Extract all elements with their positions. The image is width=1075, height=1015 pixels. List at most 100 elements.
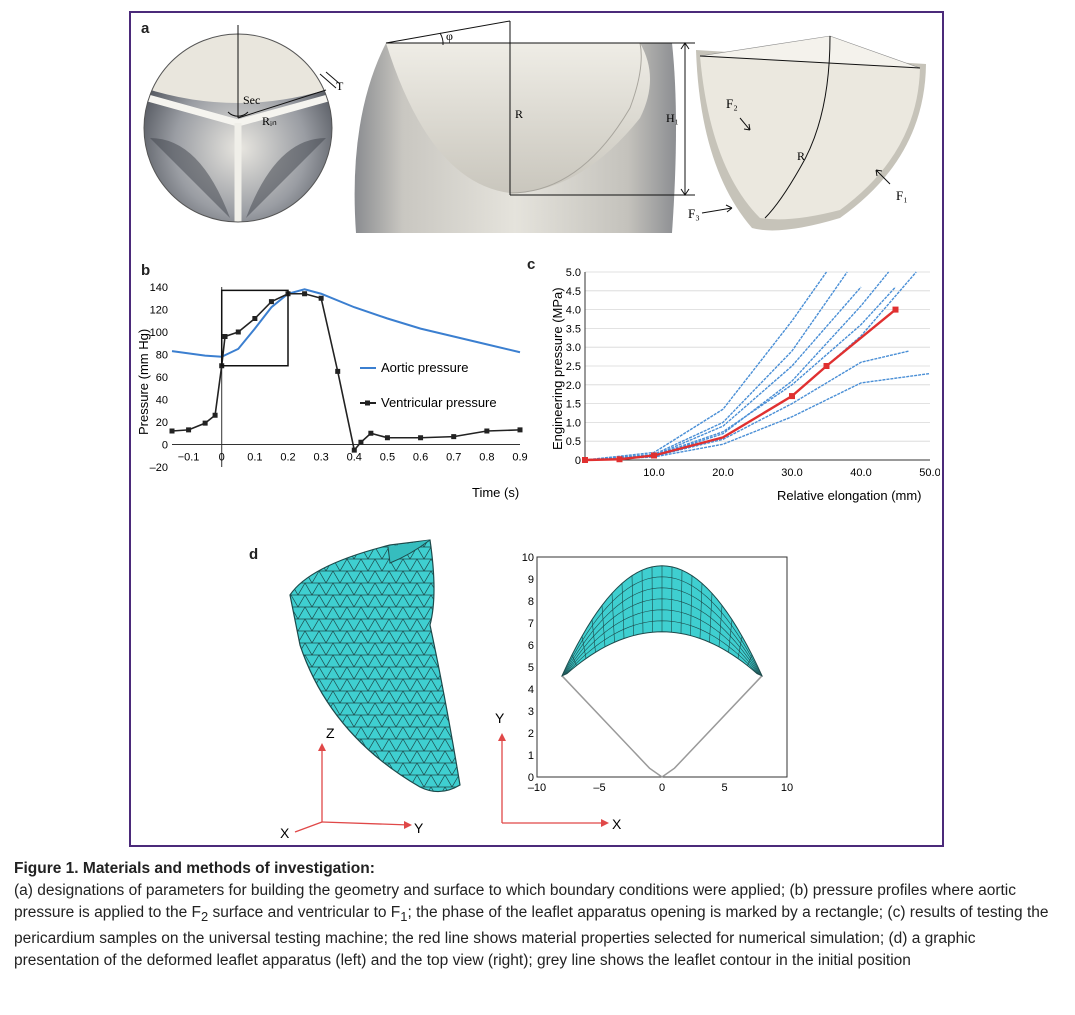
leaflet-top-view-chart: –10 –5 0 5 10 0 1 2 3 4 5 6 7 8 9 10 Y X <box>495 552 793 832</box>
pressure-chart-xtick: 0.4 <box>347 452 362 464</box>
top-view-xtick: 5 <box>721 782 727 794</box>
valve-top-view <box>144 34 332 222</box>
caption-body: (a) designations of parameters for build… <box>14 882 1049 970</box>
mesh-line <box>651 566 653 633</box>
pressure-chart-ytick: 100 <box>150 327 168 339</box>
pressure-chart-ylabel: Pressure (mm Hg) <box>136 329 151 435</box>
mesh-line <box>621 583 625 639</box>
pressure-chart-ytick: –20 <box>150 462 168 474</box>
elongation-chart-xtick: 50.0 <box>919 467 940 479</box>
top-view-ytick: 3 <box>528 706 534 718</box>
ventricular-point <box>235 329 241 335</box>
ventricular-point <box>368 430 374 436</box>
label-h1: H₁ <box>666 111 679 125</box>
mesh-line <box>641 570 644 634</box>
mesh-line <box>611 593 615 643</box>
legend-aortic: Aortic pressure <box>381 360 468 375</box>
pressure-chart-xtick: 0.5 <box>380 452 395 464</box>
ventricular-point <box>268 299 274 305</box>
mesh-line <box>728 619 733 653</box>
pressure-chart-ytick: 140 <box>150 282 168 294</box>
panel-a-label: a <box>141 20 150 37</box>
pressure-chart-xtick: −0.1 <box>178 452 200 464</box>
top-view-xtick: –5 <box>593 782 605 794</box>
axis-y-label-left: Y <box>414 820 424 836</box>
elongation-chart-ytick: 0 <box>575 455 581 467</box>
top-view-ytick: 5 <box>528 662 534 674</box>
pressure-chart-xtick: 0.6 <box>413 452 428 464</box>
ventricular-point <box>212 412 218 418</box>
sample-curve <box>584 286 897 461</box>
elongation-chart: 0 0.5 1.0 1.5 2.0 2.5 3.0 3.5 4.0 4.5 5.0 10.0 20.0 3… <box>550 267 940 503</box>
selected-point <box>892 306 899 313</box>
elongation-chart-ylabel: Engineering pressure (MPa) <box>550 287 565 450</box>
label-r-right: R <box>797 149 805 163</box>
pressure-chart-xtick: 0.8 <box>479 452 494 464</box>
caption-title: Figure 1. Materials and methods of inves… <box>14 860 375 877</box>
aortic-pressure-line <box>171 288 521 358</box>
ventricular-point <box>222 334 228 339</box>
sample-curve <box>584 271 848 461</box>
ventricular-point <box>252 316 258 321</box>
pressure-chart: −0.1 0 0.1 0.2 0.3 0.4 0.5 0.6 0.7 0.8 0.9 –20 0 20 40… <box>136 282 528 500</box>
elongation-chart-ytick: 4.0 <box>566 305 581 317</box>
selected-point <box>582 457 588 463</box>
selected-point <box>616 456 623 463</box>
pressure-chart-xtick: 0.9 <box>512 452 527 464</box>
selected-point <box>651 452 657 459</box>
label-rm: Rᵢₙ <box>262 114 277 128</box>
panel-d-label: d <box>249 546 259 563</box>
label-f3: F₃ <box>688 206 700 221</box>
pressure-chart-ytick: 40 <box>156 395 168 407</box>
pressure-chart-ytick: 80 <box>156 350 168 362</box>
top-view-ytick: 4 <box>528 684 534 696</box>
pressure-chart-xtick: 0 <box>219 452 225 464</box>
pressure-chart-xtick: 0.7 <box>446 452 461 464</box>
top-view-ytick: 9 <box>528 574 534 586</box>
mesh-line <box>747 654 753 666</box>
mesh-line <box>709 593 713 643</box>
label-sec: Sec <box>243 93 260 107</box>
selected-point <box>823 363 830 369</box>
ventricular-point <box>351 447 357 453</box>
axes-triad-right: Y X <box>495 710 622 832</box>
panel-b-label: b <box>141 262 151 279</box>
mesh-line <box>756 673 763 677</box>
axis-x-label-left: X <box>280 825 290 840</box>
panel-a-figure: Sec T Rᵢₙ φ R H₁ F₂ R F₁ F₃ <box>143 20 926 233</box>
pressure-chart-xtick: 0.1 <box>247 452 262 464</box>
figure-caption: Figure 1. Materials and methods of inves… <box>14 858 1064 972</box>
legend-ventricular: Ventricular pressure <box>381 395 497 410</box>
label-f1: F₁ <box>896 188 908 203</box>
mesh-line <box>718 605 723 647</box>
ventricular-point <box>335 368 341 374</box>
axes-triad-left: Z Y X <box>280 725 424 840</box>
top-view-xtick: –10 <box>528 782 546 794</box>
elongation-chart-ytick: 0.5 <box>566 436 581 448</box>
label-phi: φ <box>446 29 453 43</box>
pressure-chart-xlabel: Time (s) <box>472 485 519 500</box>
elongation-chart-ytick: 3.5 <box>566 323 581 335</box>
mesh-line <box>571 654 577 666</box>
top-view-ytick: 8 <box>528 596 534 608</box>
valve-side-view <box>354 42 676 233</box>
label-t: T <box>336 79 344 93</box>
top-view-ytick: 0 <box>528 772 534 784</box>
ventricular-point <box>484 428 490 434</box>
mesh-line <box>737 636 743 659</box>
axis-x-label-right: X <box>612 816 622 832</box>
figure-frame <box>129 11 944 847</box>
panel-c-label: c <box>527 256 536 273</box>
top-view-ytick: 10 <box>522 552 534 564</box>
top-view-ytick: 2 <box>528 728 534 740</box>
elongation-chart-ytick: 4.5 <box>566 286 581 298</box>
top-view-xtick: 10 <box>781 782 793 794</box>
initial-contour <box>561 675 763 778</box>
top-view-ytick: 1 <box>528 750 534 762</box>
mesh-line <box>601 605 606 647</box>
elongation-chart-ytick: 2.5 <box>566 361 581 373</box>
deformed-leaflet-3d: Z Y X <box>280 539 461 840</box>
elongation-chart-ytick: 5.0 <box>566 267 581 279</box>
ventricular-point <box>384 435 390 441</box>
mesh-line <box>671 566 673 633</box>
